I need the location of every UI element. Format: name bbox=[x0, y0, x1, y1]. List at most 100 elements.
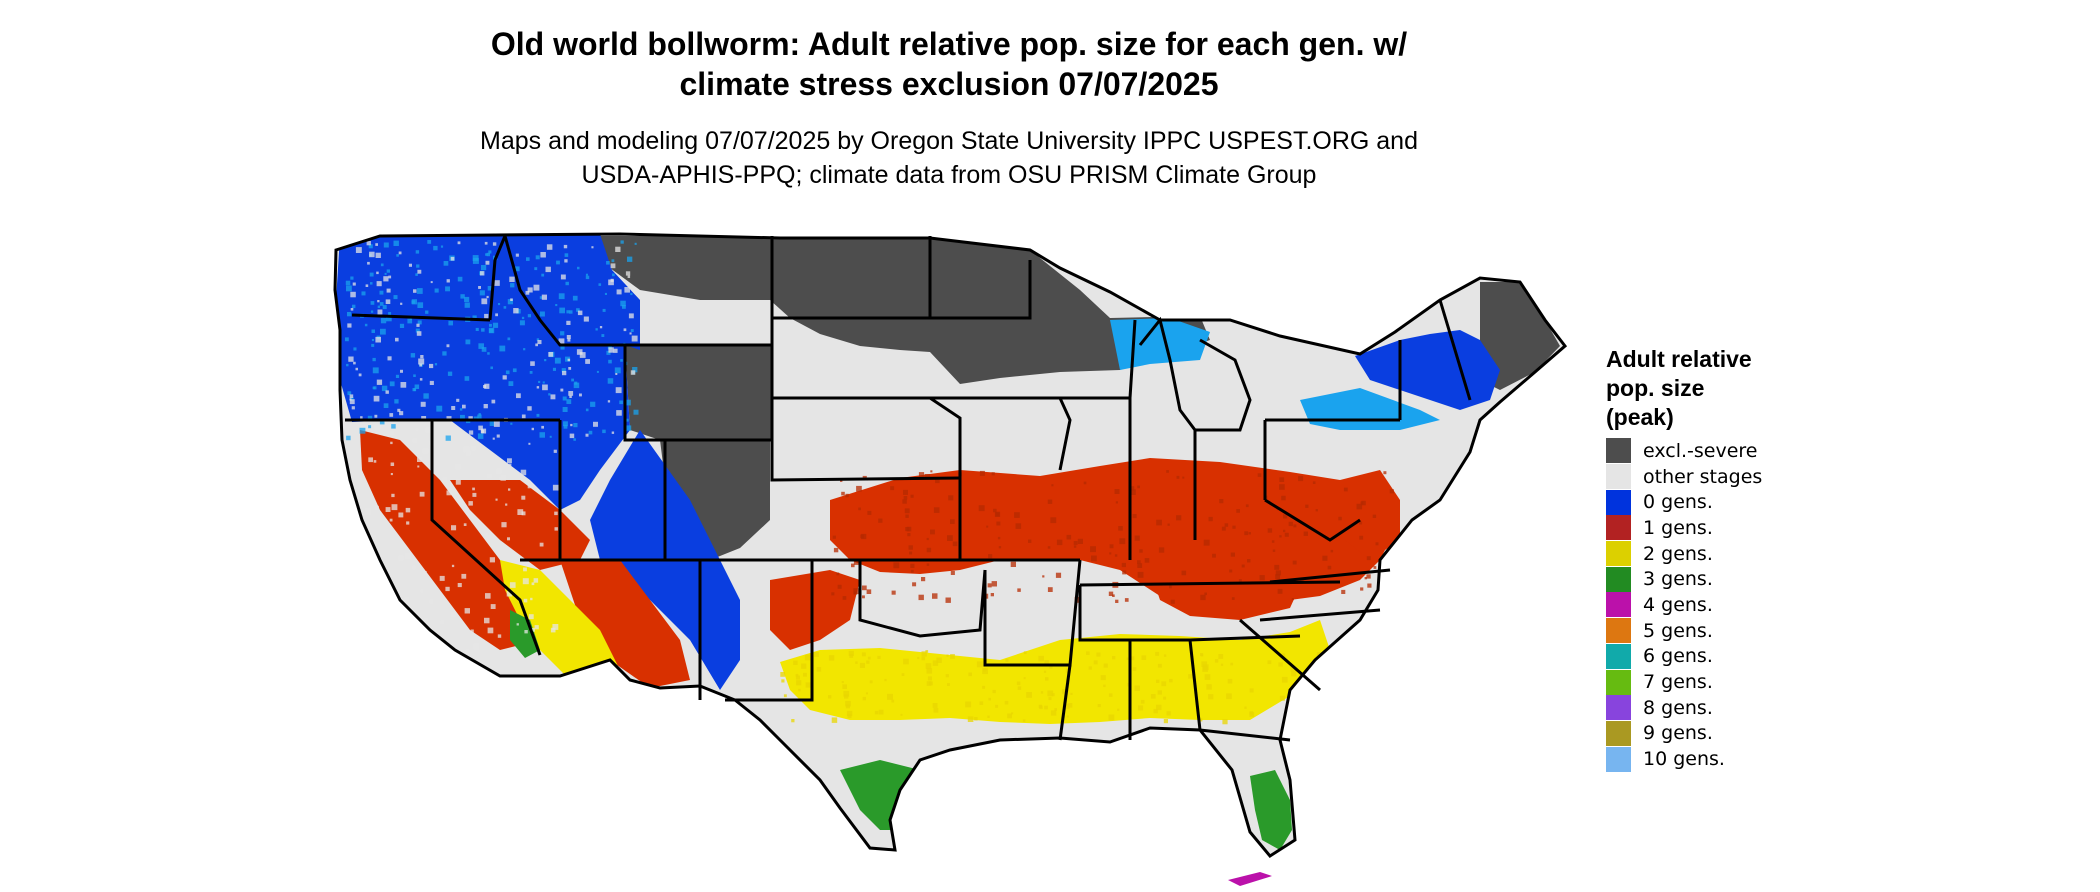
speckle-dot bbox=[485, 593, 491, 599]
speckle-dot bbox=[1236, 509, 1240, 513]
speckle-dot bbox=[567, 338, 571, 342]
boundary-wa-or bbox=[351, 313, 491, 322]
speckle-dot bbox=[866, 660, 870, 664]
legend-swatch bbox=[1606, 566, 1631, 592]
speckle-dot bbox=[1109, 552, 1112, 555]
speckle-dot bbox=[625, 271, 631, 276]
speckle-dot bbox=[606, 261, 610, 265]
legend-item: 2 gens. bbox=[1606, 541, 1866, 567]
speckle-dot bbox=[368, 244, 373, 249]
speckle-dot bbox=[1163, 696, 1167, 700]
legend-swatch bbox=[1606, 669, 1631, 695]
speckle-dot bbox=[345, 280, 351, 286]
speckle-dot bbox=[878, 709, 884, 715]
speckle-dot bbox=[555, 304, 558, 307]
speckle-dot bbox=[488, 250, 492, 254]
speckle-dot bbox=[415, 428, 419, 431]
speckle-dot bbox=[364, 508, 371, 515]
speckle-dot bbox=[566, 320, 571, 325]
speckle-dot bbox=[1176, 515, 1182, 521]
speckle-dot bbox=[926, 681, 932, 686]
speckle-dot bbox=[509, 276, 515, 282]
speckle-dot bbox=[539, 432, 545, 438]
speckle-dot bbox=[523, 567, 527, 572]
speckle-dot bbox=[375, 336, 381, 343]
speckle-dot bbox=[534, 267, 538, 271]
speckle-dot bbox=[1313, 702, 1319, 708]
region-gen1-california bbox=[360, 430, 540, 650]
speckle-dot bbox=[560, 274, 566, 280]
speckle-dot bbox=[536, 386, 540, 389]
speckle-dot bbox=[918, 594, 924, 601]
speckle-dot bbox=[523, 598, 528, 603]
legend: Adult relative pop. size (peak) excl.-se… bbox=[1606, 345, 1866, 772]
speckle-dot bbox=[1303, 709, 1306, 712]
speckle-dot bbox=[350, 308, 354, 311]
speckle-dot bbox=[346, 363, 349, 367]
speckle-dot bbox=[1108, 693, 1113, 697]
speckle-dot bbox=[533, 284, 540, 291]
speckle-dot bbox=[878, 518, 883, 523]
speckle-dot bbox=[1274, 564, 1280, 570]
region-gen1-central-band bbox=[830, 458, 1400, 604]
speckle-dot bbox=[526, 257, 530, 261]
speckle-dot bbox=[1097, 704, 1101, 708]
speckle-dot bbox=[450, 256, 455, 261]
speckle-dot bbox=[1137, 571, 1144, 578]
speckle-dot bbox=[464, 296, 470, 302]
speckle-dot bbox=[1238, 579, 1242, 582]
speckle-dot bbox=[550, 394, 556, 400]
speckle-dot bbox=[611, 431, 615, 434]
speckle-dot bbox=[527, 406, 532, 411]
speckle-dot bbox=[601, 334, 605, 337]
speckle-dot bbox=[1042, 575, 1045, 578]
legend-swatch bbox=[1606, 746, 1631, 772]
speckle-dot bbox=[1066, 534, 1072, 540]
speckle-dot bbox=[369, 251, 375, 258]
speckle-dot bbox=[993, 508, 997, 513]
speckle-dot bbox=[1203, 539, 1210, 546]
speckle-dot bbox=[468, 430, 474, 435]
speckle-dot bbox=[483, 404, 488, 409]
speckle-dot bbox=[415, 328, 420, 333]
speckle-dot bbox=[367, 261, 370, 265]
speckle-dot bbox=[1245, 504, 1249, 508]
speckle-dot bbox=[862, 585, 867, 591]
speckle-dot bbox=[982, 668, 988, 675]
speckle-dot bbox=[858, 507, 861, 511]
speckle-dot bbox=[445, 286, 450, 292]
legend-item: 7 gens. bbox=[1606, 669, 1866, 695]
map-title-line-1: Old world bollworm: Adult relative pop. … bbox=[490, 26, 1408, 62]
speckle-dot bbox=[904, 508, 910, 514]
speckle-dot bbox=[521, 511, 526, 516]
speckle-dot bbox=[427, 240, 432, 244]
speckle-dot bbox=[380, 328, 386, 335]
speckle-dot bbox=[464, 376, 470, 381]
speckle-dot bbox=[849, 654, 854, 658]
speckle-dot bbox=[593, 421, 598, 427]
speckle-dot bbox=[373, 460, 377, 463]
speckle-dot bbox=[496, 468, 502, 474]
speckle-dot bbox=[1073, 545, 1077, 548]
speckle-dot bbox=[842, 596, 847, 600]
speckle-dot bbox=[400, 302, 403, 305]
speckle-dot bbox=[1067, 703, 1073, 708]
speckle-dot bbox=[528, 442, 531, 445]
speckle-dot bbox=[595, 328, 598, 331]
speckle-dot bbox=[560, 388, 564, 392]
speckle-dot bbox=[1047, 499, 1053, 504]
speckle-dot bbox=[945, 674, 949, 678]
speckle-dot bbox=[440, 245, 444, 248]
speckle-dot bbox=[377, 305, 381, 308]
legend-label: 0 gens. bbox=[1643, 491, 1713, 514]
speckle-dot bbox=[1359, 521, 1363, 525]
speckle-dot bbox=[529, 371, 533, 374]
speckle-dot bbox=[903, 658, 909, 665]
speckle-dot bbox=[471, 446, 476, 451]
speckle-dot bbox=[417, 457, 422, 462]
speckle-dot bbox=[856, 485, 862, 492]
boundary-mn-ia bbox=[930, 260, 1032, 320]
speckle-dot bbox=[424, 618, 428, 621]
legend-swatch bbox=[1606, 618, 1631, 644]
speckle-dot bbox=[451, 406, 456, 410]
